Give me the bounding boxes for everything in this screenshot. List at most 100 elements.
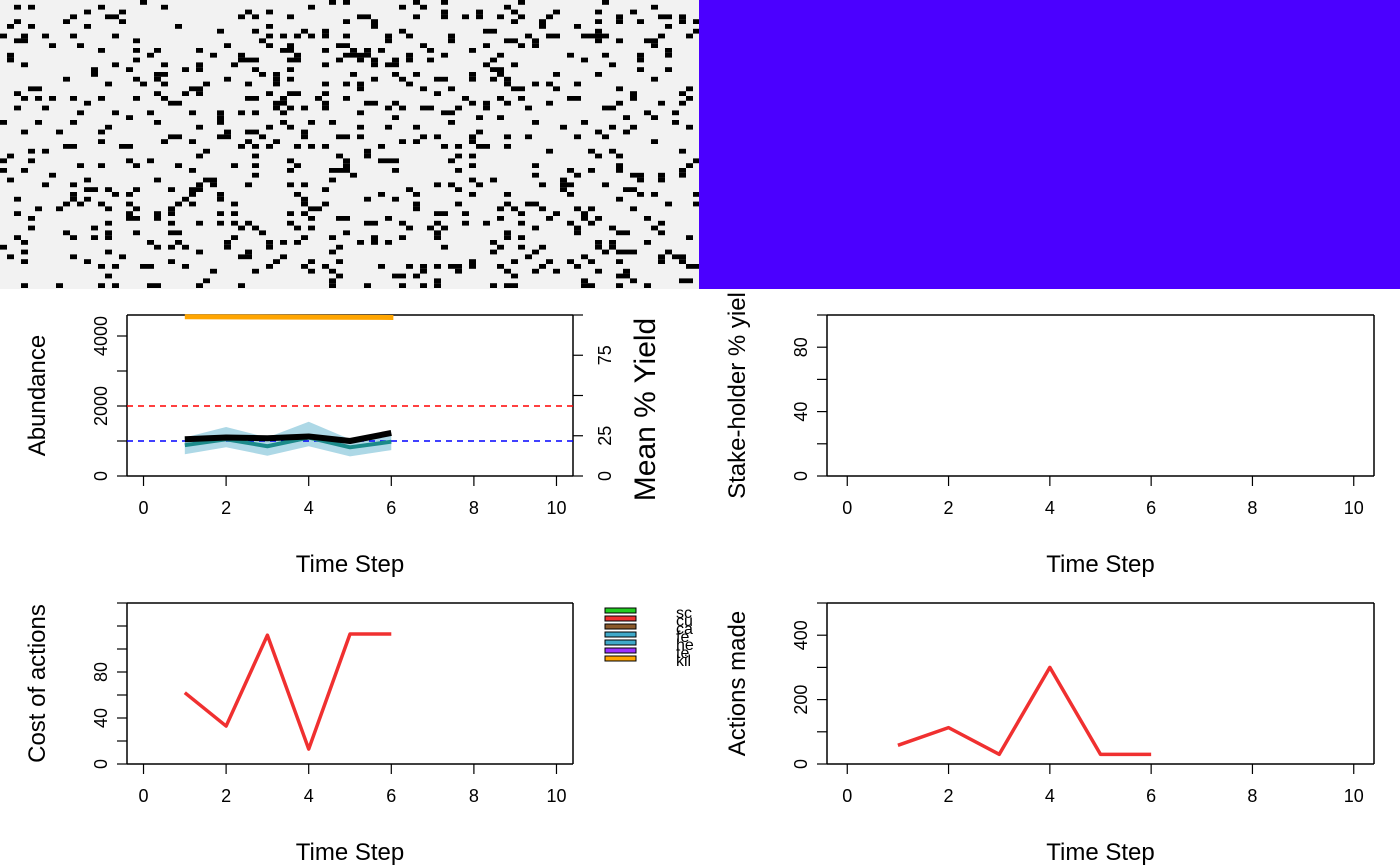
landscape-cell — [0, 158, 7, 164]
landscape-cell — [287, 57, 294, 63]
landscape-cell — [175, 201, 182, 207]
landscape-cell — [98, 139, 105, 144]
landscape-cell — [308, 33, 315, 39]
x-tick-label: 8 — [1247, 786, 1257, 806]
landscape-cell — [490, 67, 497, 72]
landscape-cell — [588, 220, 595, 226]
y-tick-label: 0 — [91, 759, 111, 769]
landscape-cell — [196, 124, 203, 130]
landscape-cell — [504, 81, 511, 87]
landscape-cell — [630, 124, 637, 130]
landscape-cell — [455, 168, 462, 173]
landscape-cell — [539, 182, 546, 188]
x-tick-label: 2 — [221, 786, 231, 806]
landscape-cell — [301, 264, 308, 269]
landscape-cell — [658, 172, 665, 178]
landscape-cell — [217, 28, 224, 34]
landscape-cell — [21, 259, 28, 264]
landscape-cell — [574, 172, 581, 178]
landscape-cell — [119, 254, 126, 260]
landscape-cell — [70, 196, 77, 202]
landscape-cell — [504, 268, 511, 274]
landscape-cell — [518, 211, 525, 216]
landscape-cell — [441, 110, 448, 116]
landscape-cell — [77, 43, 84, 48]
x-tick-label: 4 — [304, 498, 314, 518]
landscape-cell — [616, 100, 623, 106]
landscape-cell — [686, 33, 693, 39]
landscape-cell — [273, 105, 280, 111]
landscape-cell — [413, 192, 420, 197]
landscape-cell — [350, 52, 357, 58]
landscape-cell — [189, 139, 196, 144]
landscape-cell — [245, 249, 252, 255]
landscape-cell — [385, 158, 392, 164]
landscape-cell — [133, 187, 140, 192]
landscape-cell — [280, 33, 287, 39]
landscape-cell — [532, 201, 539, 207]
landscape-cell — [357, 86, 364, 92]
landscape-cell — [483, 43, 490, 48]
landscape-cell — [609, 225, 616, 231]
landscape-cell — [168, 244, 175, 250]
landscape-cell — [14, 211, 21, 216]
x-tick-label: 8 — [469, 498, 479, 518]
landscape-cell — [448, 33, 455, 39]
landscape-cell — [504, 201, 511, 207]
x-tick-label: 0 — [139, 786, 149, 806]
landscape-cell — [574, 206, 581, 212]
landscape-cell — [140, 81, 147, 87]
landscape-cell — [539, 24, 546, 29]
landscape-cell — [420, 4, 427, 10]
landscape-cell — [336, 134, 343, 140]
landscape-cell — [420, 264, 427, 269]
landscape-cell — [308, 4, 315, 10]
landscape-cell — [609, 148, 616, 154]
landscape-cell — [322, 62, 329, 68]
landscape-cell — [686, 96, 693, 101]
landscape-cell — [385, 240, 392, 245]
landscape-cell — [553, 86, 560, 92]
legend-swatch — [604, 639, 637, 646]
landscape-cell — [532, 43, 539, 48]
landscape-cell — [182, 91, 189, 96]
landscape-cell — [322, 91, 329, 96]
y-tick-label: 400 — [791, 620, 811, 650]
landscape-cell — [140, 264, 147, 269]
landscape-cell — [168, 134, 175, 140]
landscape-cell — [546, 148, 553, 154]
landscape-cell — [210, 268, 217, 274]
landscape-cell — [287, 182, 294, 188]
landscape-cell — [539, 244, 546, 250]
landscape-cell — [616, 283, 623, 288]
landscape-cell — [140, 0, 147, 5]
landscape-cell — [7, 57, 14, 63]
landscape-cell — [637, 19, 644, 24]
landscape-cell — [266, 124, 273, 130]
landscape-cell — [441, 244, 448, 250]
landscape-cell — [119, 144, 126, 149]
landscape-cell — [427, 57, 434, 63]
landscape-cell — [469, 134, 476, 140]
landscape-cell — [595, 153, 602, 159]
landscape-cell — [567, 52, 574, 58]
landscape-cell — [21, 283, 28, 288]
landscape-cell — [413, 139, 420, 144]
landscape-cell — [469, 76, 476, 82]
landscape-cell — [392, 72, 399, 77]
landscape-cell — [441, 9, 448, 15]
landscape-cell — [427, 105, 434, 111]
y-tick-label: 40 — [91, 708, 111, 728]
landscape-cell — [217, 110, 224, 116]
landscape-cell — [70, 144, 77, 149]
x-tick-label: 0 — [842, 498, 852, 518]
landscape-cell — [406, 52, 413, 58]
landscape-cell — [84, 100, 91, 106]
landscape-cell — [245, 139, 252, 144]
x-tick-label: 4 — [1045, 786, 1055, 806]
landscape-cell — [175, 163, 182, 168]
landscape-cell — [567, 220, 574, 226]
landscape-cell — [126, 67, 133, 72]
landscape-cell — [175, 24, 182, 29]
